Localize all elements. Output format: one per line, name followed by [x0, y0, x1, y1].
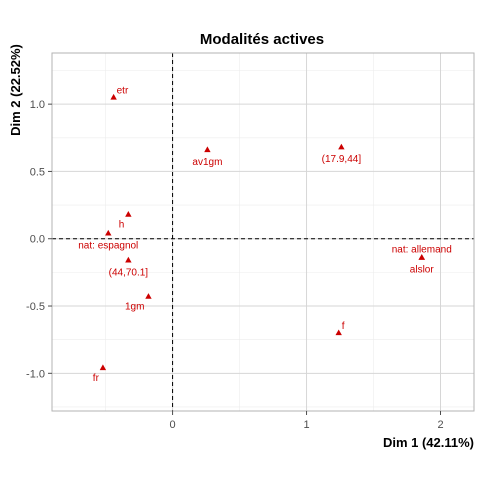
data-points: etr av1gm (17.9,44] h nat: espagnol (44,70.1]…: [78, 85, 452, 384]
reference-lines: [52, 53, 474, 411]
data-point-marker: [418, 254, 425, 260]
x-tick-label: 2: [437, 419, 443, 431]
data-point-label: (17.9,44]: [322, 154, 362, 165]
grid: [52, 53, 474, 411]
data-point-label: alslor: [410, 265, 435, 276]
x-tick-label: 0: [170, 419, 176, 431]
data-point-marker: [145, 293, 152, 299]
data-point-label: fr: [93, 373, 100, 384]
chart-title: Modalités actives: [200, 31, 324, 48]
x-axis-title: Dim 1 (42.11%): [383, 435, 474, 450]
y-tick-label: -1.0: [26, 368, 45, 380]
data-point-label: 1gm: [125, 302, 144, 313]
data-point-label: nat: espagnol: [78, 240, 138, 251]
data-point-marker: [335, 329, 342, 336]
y-tick-label: 1.0: [30, 99, 45, 111]
data-point-label: etr: [117, 85, 129, 96]
x-tick-label: 1: [303, 419, 309, 431]
data-point-label: nat: allemand: [392, 245, 452, 256]
data-point-marker: [204, 146, 211, 153]
data-point-label: f: [342, 321, 345, 332]
data-point-marker: [338, 143, 345, 150]
data-point-label: av1gm: [192, 157, 222, 168]
data-point-label: h: [119, 220, 125, 231]
data-point-marker: [125, 211, 132, 217]
data-point-marker: [99, 364, 107, 371]
data-point-label: (44,70.1]: [109, 267, 149, 278]
y-tick-label: 0.5: [30, 166, 45, 178]
y-tick-label: 0.0: [30, 234, 45, 246]
y-axis-title: Dim 2 (22.52%): [8, 44, 23, 136]
data-point-marker: [110, 93, 117, 100]
data-point-marker: [105, 229, 112, 236]
y-tick-label: -0.5: [26, 301, 45, 313]
plot-panel: [51, 52, 475, 412]
data-point-marker: [125, 256, 132, 263]
axis-ticks: 0 1 2 -1.0 -0.5 0.0 0.5 1.0: [26, 99, 444, 431]
